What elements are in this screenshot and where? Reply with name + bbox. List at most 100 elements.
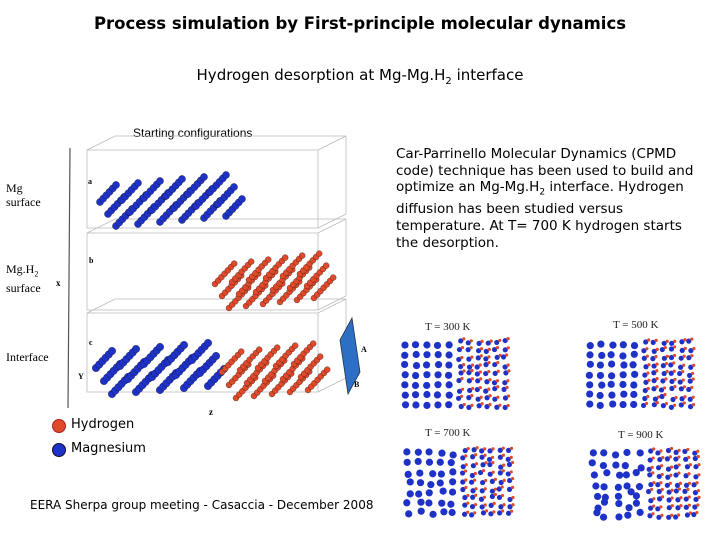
snap-3-h-1-1 [661,455,665,460]
snap-0-h-5-5 [506,379,510,383]
snap-3-h-5-2 [670,488,674,492]
snap-0-mgh-0-5 [502,337,508,344]
snap-0-h-0-1 [469,339,473,343]
snap-3-mgh-3-3 [673,472,679,478]
snap-2-h-6-5 [511,495,515,500]
box-side-0 [317,136,347,229]
temp-label-300: T = 300 K [425,321,471,333]
snap-2-mgh-6-0 [462,494,468,501]
snap-3-h-2-1 [659,464,664,468]
snap-0-mg-0-3 [433,341,442,350]
snap-1-mgh-4-2 [661,370,667,377]
snap-3-mgh-8-0 [647,513,653,519]
snap-3-mgh-0-3 [673,449,679,455]
snap-0-h-5-2 [479,377,483,381]
snap-1-mgh-1-3 [668,346,675,352]
snap-1-mgh-3-2 [660,363,666,369]
snap-2-h-8-2 [484,509,489,513]
snap-3-h-1-3 [677,455,681,459]
snap-3-mg-5-4 [632,499,641,507]
snap-1-h-5-4 [681,378,685,382]
snap-2-h-5-5 [510,485,515,489]
snap-0-mgh-1-4 [491,346,498,353]
snap-3-mgh-6-4 [683,496,689,502]
snap-3-mgh-4-1 [655,482,661,488]
snap-1-mgh-7-4 [679,396,685,402]
snap-3-mgh-5-4 [682,488,688,494]
snap-1-h-7-0 [646,394,650,399]
snap-3-mgh-1-2 [664,456,670,462]
snap-1-h-7-4 [683,395,687,399]
snap-0-mg-5-1 [411,391,420,399]
snap-1-mgh-1-5 [688,348,694,354]
snap-0-mg-6-4 [445,401,453,409]
snap-3-h-1-0 [651,456,655,460]
snap-2-mgh-3-2 [477,469,484,476]
snap-1-mgh-3-0 [643,364,649,370]
snap-3-mgh-4-2 [664,482,670,488]
snap-3-mgh-1-1 [657,456,663,463]
snap-2-h-8-0 [465,510,470,514]
snap-0-mgh-1-2 [475,348,482,354]
snap-2-mgh-0-0 [462,447,468,454]
snap-1-mg-4-3 [619,380,627,389]
snap-2-mgh-5-4 [496,486,502,492]
snap-0-mg-5-0 [401,391,409,399]
snap-2-h-1-2 [483,453,487,457]
snap-1-mgh-2-1 [650,356,656,362]
snap-2-mgh-2-2 [480,462,486,468]
snap-3-h-0-4 [686,447,690,452]
snap-2-mgh-2-1 [470,463,477,469]
snap-2-h-2-4 [502,463,506,467]
axis-label-c: c [89,338,93,347]
snap-3-mg-2-1 [603,469,611,477]
snap-1-mg-0-1 [597,340,605,348]
description-sub: 2 [539,187,546,198]
snap-3-mg-3-1 [600,483,608,491]
snap-2-mgh-8-4 [497,510,503,516]
snap-0-h-0-0 [462,337,466,341]
snap-1-mgh-7-2 [659,393,665,400]
snap-1-mg-5-2 [608,391,616,399]
snap-3-h-2-5 [697,463,701,467]
snap-0-mgh-3-5 [502,364,508,370]
snap-0-mg-3-1 [412,371,420,380]
snap-3-h-7-3 [679,504,683,508]
slide-footer: EERA Sherpa group meeting - Casaccia - D… [30,498,374,512]
snap-0-mgh-6-5 [501,386,507,393]
snap-1-mgh-6-1 [651,386,657,392]
snap-2-h-7-4 [502,503,506,507]
snap-0-h-4-5 [507,369,511,373]
snap-1-mg-3-1 [596,371,605,380]
snap-1-mgh-3-4 [678,364,684,370]
snap-3-h-5-0 [649,487,654,492]
snap-3-h-6-4 [687,495,691,499]
snap-2-mgh-1-0 [460,455,466,461]
snap-3-mgh-8-1 [656,514,662,520]
snap-2-mgh-6-1 [470,494,476,500]
snap-1-h-1-2 [663,345,667,350]
snap-3-mgh-5-2 [666,489,672,495]
snap-2-mgh-3-3 [487,471,493,477]
mg-top-0-0-5 [112,181,120,189]
snap-0-mgh-3-1 [466,364,473,370]
snap-1-mg-5-4 [630,390,638,399]
snap-3-h-7-1 [659,505,663,509]
snap-0-mgh-2-5 [500,354,507,360]
snap-1-h-4-2 [665,369,669,374]
snap-1-h-4-4 [681,369,685,374]
snap-2-mgh-2-5 [506,461,513,468]
snap-2-mgh-7-5 [507,504,513,510]
snap-1-mg-0-4 [630,341,639,350]
snap-2-mgh-4-5 [507,477,513,484]
snap-2-h-3-5 [509,470,513,474]
h-mid-1-0-6 [248,258,255,265]
snap-0-h-3-2 [478,363,482,367]
snap-0-mgh-6-2 [474,386,480,393]
snap-2-mgh-7-3 [488,502,494,508]
snap-2-mg-2-0 [404,470,412,478]
snap-3-mgh-0-2 [665,447,672,454]
snap-2-h-2-0 [464,463,468,467]
snap-0-h-1-5 [506,346,510,350]
snap-1-mgh-2-4 [678,355,684,361]
